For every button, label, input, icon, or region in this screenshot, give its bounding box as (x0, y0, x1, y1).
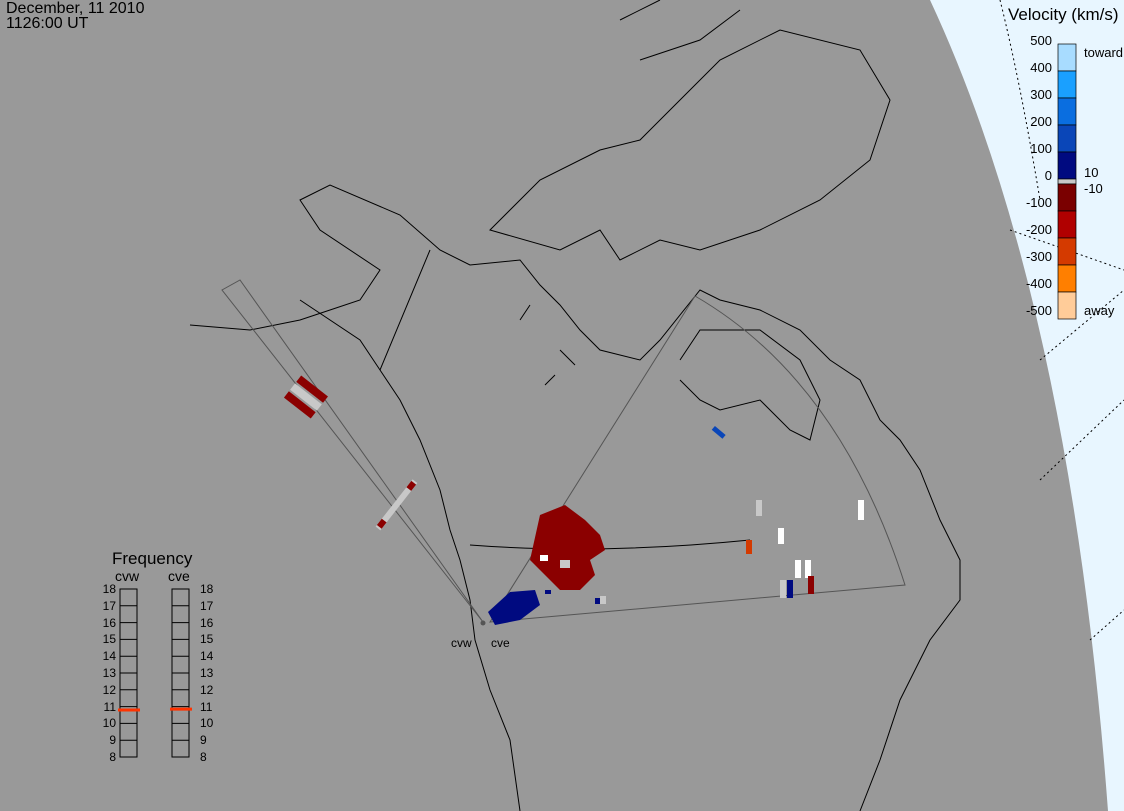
velocity-tick: 0 (1044, 168, 1052, 183)
frequency-tick: 14 (200, 649, 214, 664)
frequency-tick: 14 (102, 649, 116, 664)
velocity-tick: -500 (1025, 303, 1052, 318)
velocity-cells (283, 375, 864, 625)
frequency-tick: 9 (200, 733, 207, 748)
away-label: away (1084, 303, 1115, 318)
time-label: 1126:00 UT (6, 15, 89, 32)
frequency-tick: 15 (200, 632, 214, 647)
colorbar-segment-toward (1057, 124, 1077, 153)
frequency-tick: 8 (200, 750, 207, 764)
freq-site-cvw: cvw (115, 568, 140, 584)
velocity-tick: -200 (1025, 222, 1052, 237)
frequency-tick: 12 (102, 682, 116, 697)
frequency-tick: 8 (109, 750, 116, 764)
velocity-tick: 100 (1030, 141, 1052, 156)
radar-fov (221, 279, 906, 623)
frequency-tick: 11 (103, 699, 116, 714)
radar-site-marker (480, 620, 486, 626)
site-label-cve: cve (491, 636, 510, 650)
colorbar-segment-away (1057, 210, 1077, 239)
neg-threshold-label: -10 (1084, 181, 1103, 196)
colorbar-segment-away (1057, 291, 1077, 320)
colorbar-segment-away (1057, 264, 1077, 293)
frequency-tick: 16 (200, 615, 214, 630)
velocity-tick: 300 (1030, 87, 1052, 102)
pos-threshold-label: 10 (1084, 165, 1099, 180)
toward-label: toward (1084, 45, 1124, 60)
frequency-tick: 12 (200, 682, 214, 697)
frequency-tick: 13 (200, 666, 214, 680)
colorbar-segment-toward (1057, 70, 1077, 99)
velocity-tick: -100 (1025, 195, 1052, 210)
colorbar-segment-away (1057, 237, 1077, 266)
frequency-tick: 18 (102, 582, 116, 596)
freq-site-cve: cve (168, 568, 190, 584)
frequency-tick: 13 (102, 666, 116, 680)
cve-fov (489, 295, 906, 623)
frequency-tick: 11 (200, 699, 213, 714)
velocity-tick: 200 (1030, 114, 1052, 129)
velocity-tick: -300 (1025, 249, 1052, 264)
frequency-tick: 18 (200, 582, 214, 596)
velocity-colorbar (1057, 43, 1077, 320)
colorbar-segment-toward (1057, 43, 1077, 72)
velocity-tick: 500 (1030, 33, 1052, 48)
frequency-tick: 16 (102, 615, 116, 630)
frequency-tick: 17 (200, 598, 214, 613)
frequency-tick: 15 (102, 632, 116, 647)
frequency-bars (118, 588, 192, 758)
colorbar-segment-toward (1057, 97, 1077, 126)
frequency-tick: 17 (102, 598, 116, 613)
velocity-tick: -400 (1025, 276, 1052, 291)
coastlines (189, 0, 961, 811)
frequency-tick: 10 (200, 716, 214, 731)
colorbar-segment-toward (1057, 151, 1077, 180)
frequency-tick: 9 (109, 733, 116, 748)
site-label-cvw: cvw (451, 636, 472, 650)
date-label: December, 11 2010 (6, 0, 145, 17)
cvw-fov (221, 279, 484, 623)
frequency-legend-title: Frequency (112, 549, 193, 568)
borders (379, 249, 751, 550)
colorbar-segment-away (1057, 183, 1077, 212)
velocity-legend-title: Velocity (km/s) (1008, 5, 1119, 24)
colorbar-ground-scatter (1057, 178, 1077, 185)
velocity-tick: 400 (1030, 60, 1052, 75)
frequency-tick: 10 (102, 716, 116, 731)
